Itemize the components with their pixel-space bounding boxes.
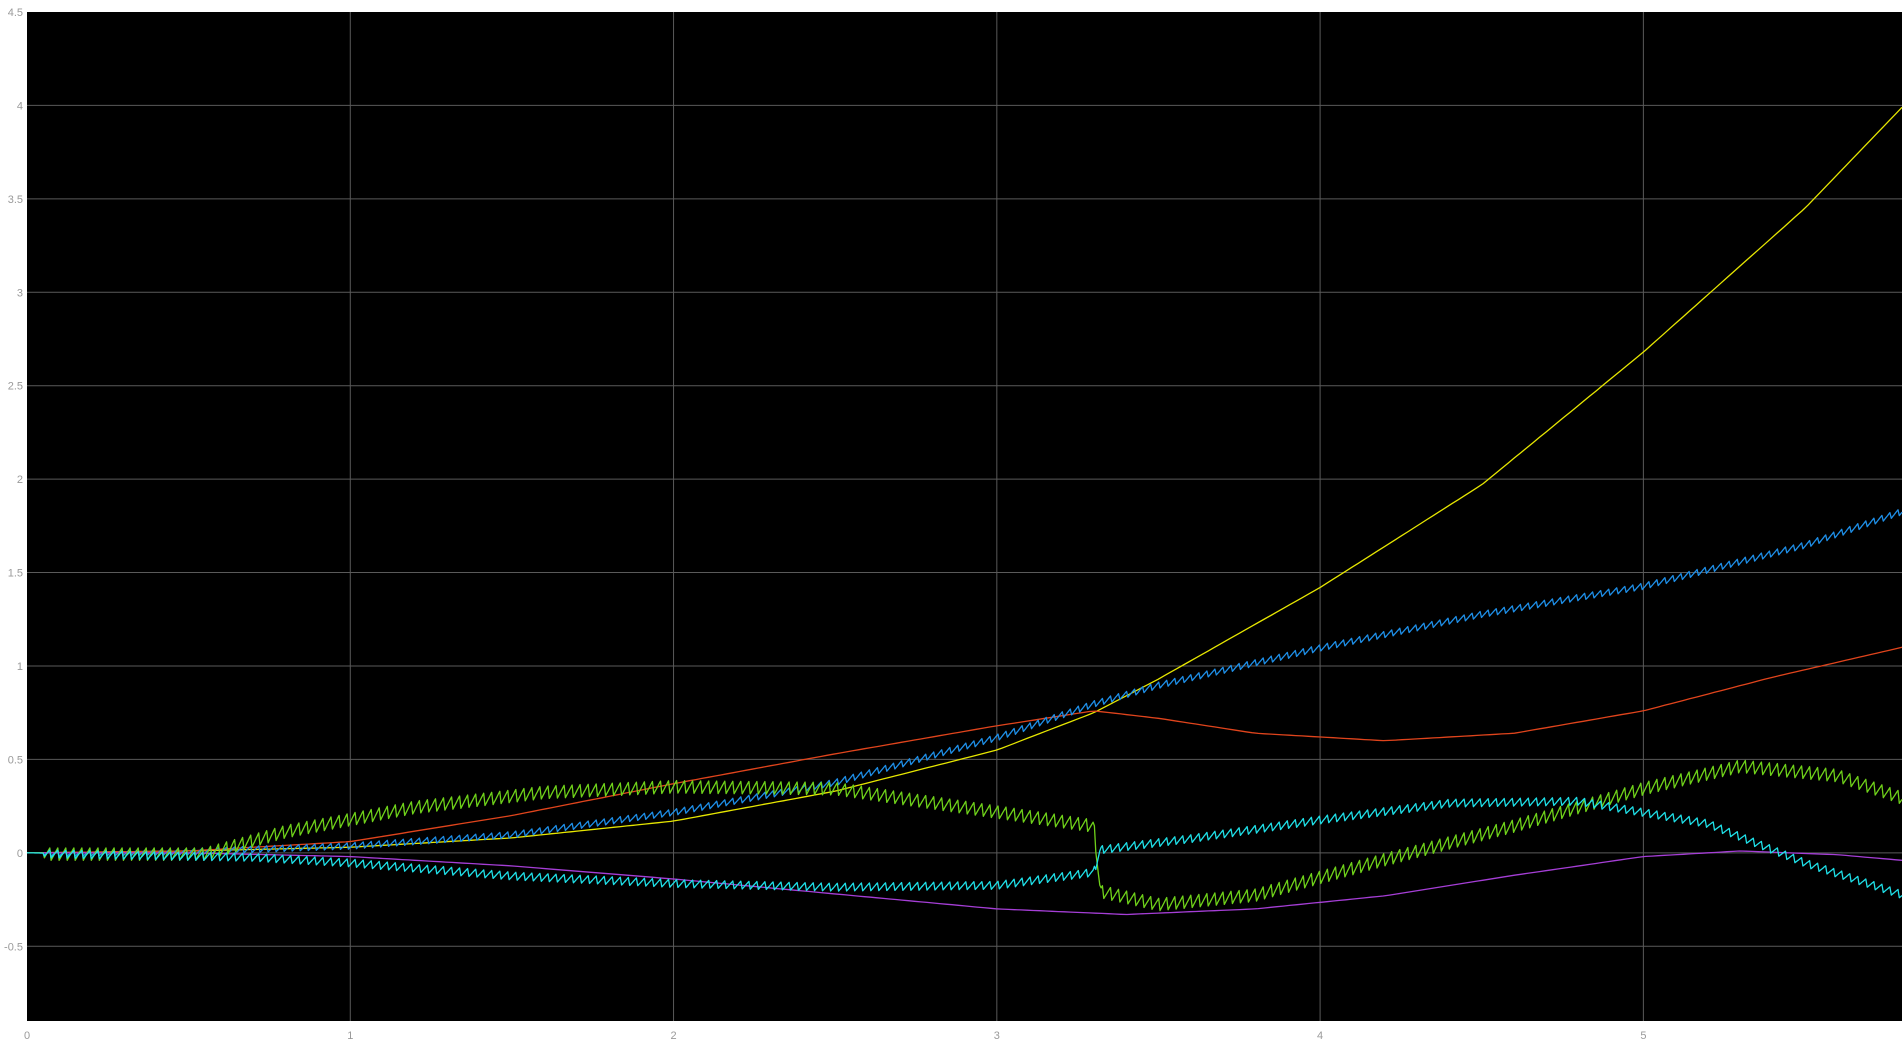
x-tick-label: 1 [347, 1030, 353, 1042]
y-tick-label: 2 [17, 474, 23, 486]
x-tick-label: 2 [670, 1030, 676, 1042]
y-tick-label: 3.5 [8, 194, 23, 206]
y-tick-label: 0.5 [8, 754, 23, 766]
x-tick-label: 3 [994, 1030, 1000, 1042]
x-tick-label: 4 [1317, 1030, 1323, 1042]
y-tick-label: -0.5 [4, 941, 23, 953]
series-line-2 [27, 646, 1903, 854]
series-line-6 [26, 796, 1903, 899]
series-line-3 [27, 509, 1903, 857]
y-tick-label: 4.5 [8, 7, 23, 19]
tick-labels: 0 1 2 3 4 5 -0.5 0 0.5 1 1.5 2 2.5 3 3.5 4 4.5 [4, 7, 1646, 1042]
series-lines [26, 106, 1903, 916]
y-tick-label: 0 [17, 848, 23, 860]
x-tick-label: 5 [1640, 1030, 1646, 1042]
y-tick-label: 3 [17, 287, 23, 299]
grid [27, 12, 1902, 1021]
y-tick-label: 1.5 [8, 568, 23, 580]
y-tick-label: 2.5 [8, 381, 23, 393]
series-line-4 [27, 850, 1903, 916]
plot-background [27, 12, 1902, 1021]
y-tick-label: 4 [17, 100, 23, 112]
y-tick-label: 1 [17, 661, 23, 673]
x-tick-label: 0 [24, 1030, 30, 1042]
series-line-5 [27, 759, 1903, 912]
